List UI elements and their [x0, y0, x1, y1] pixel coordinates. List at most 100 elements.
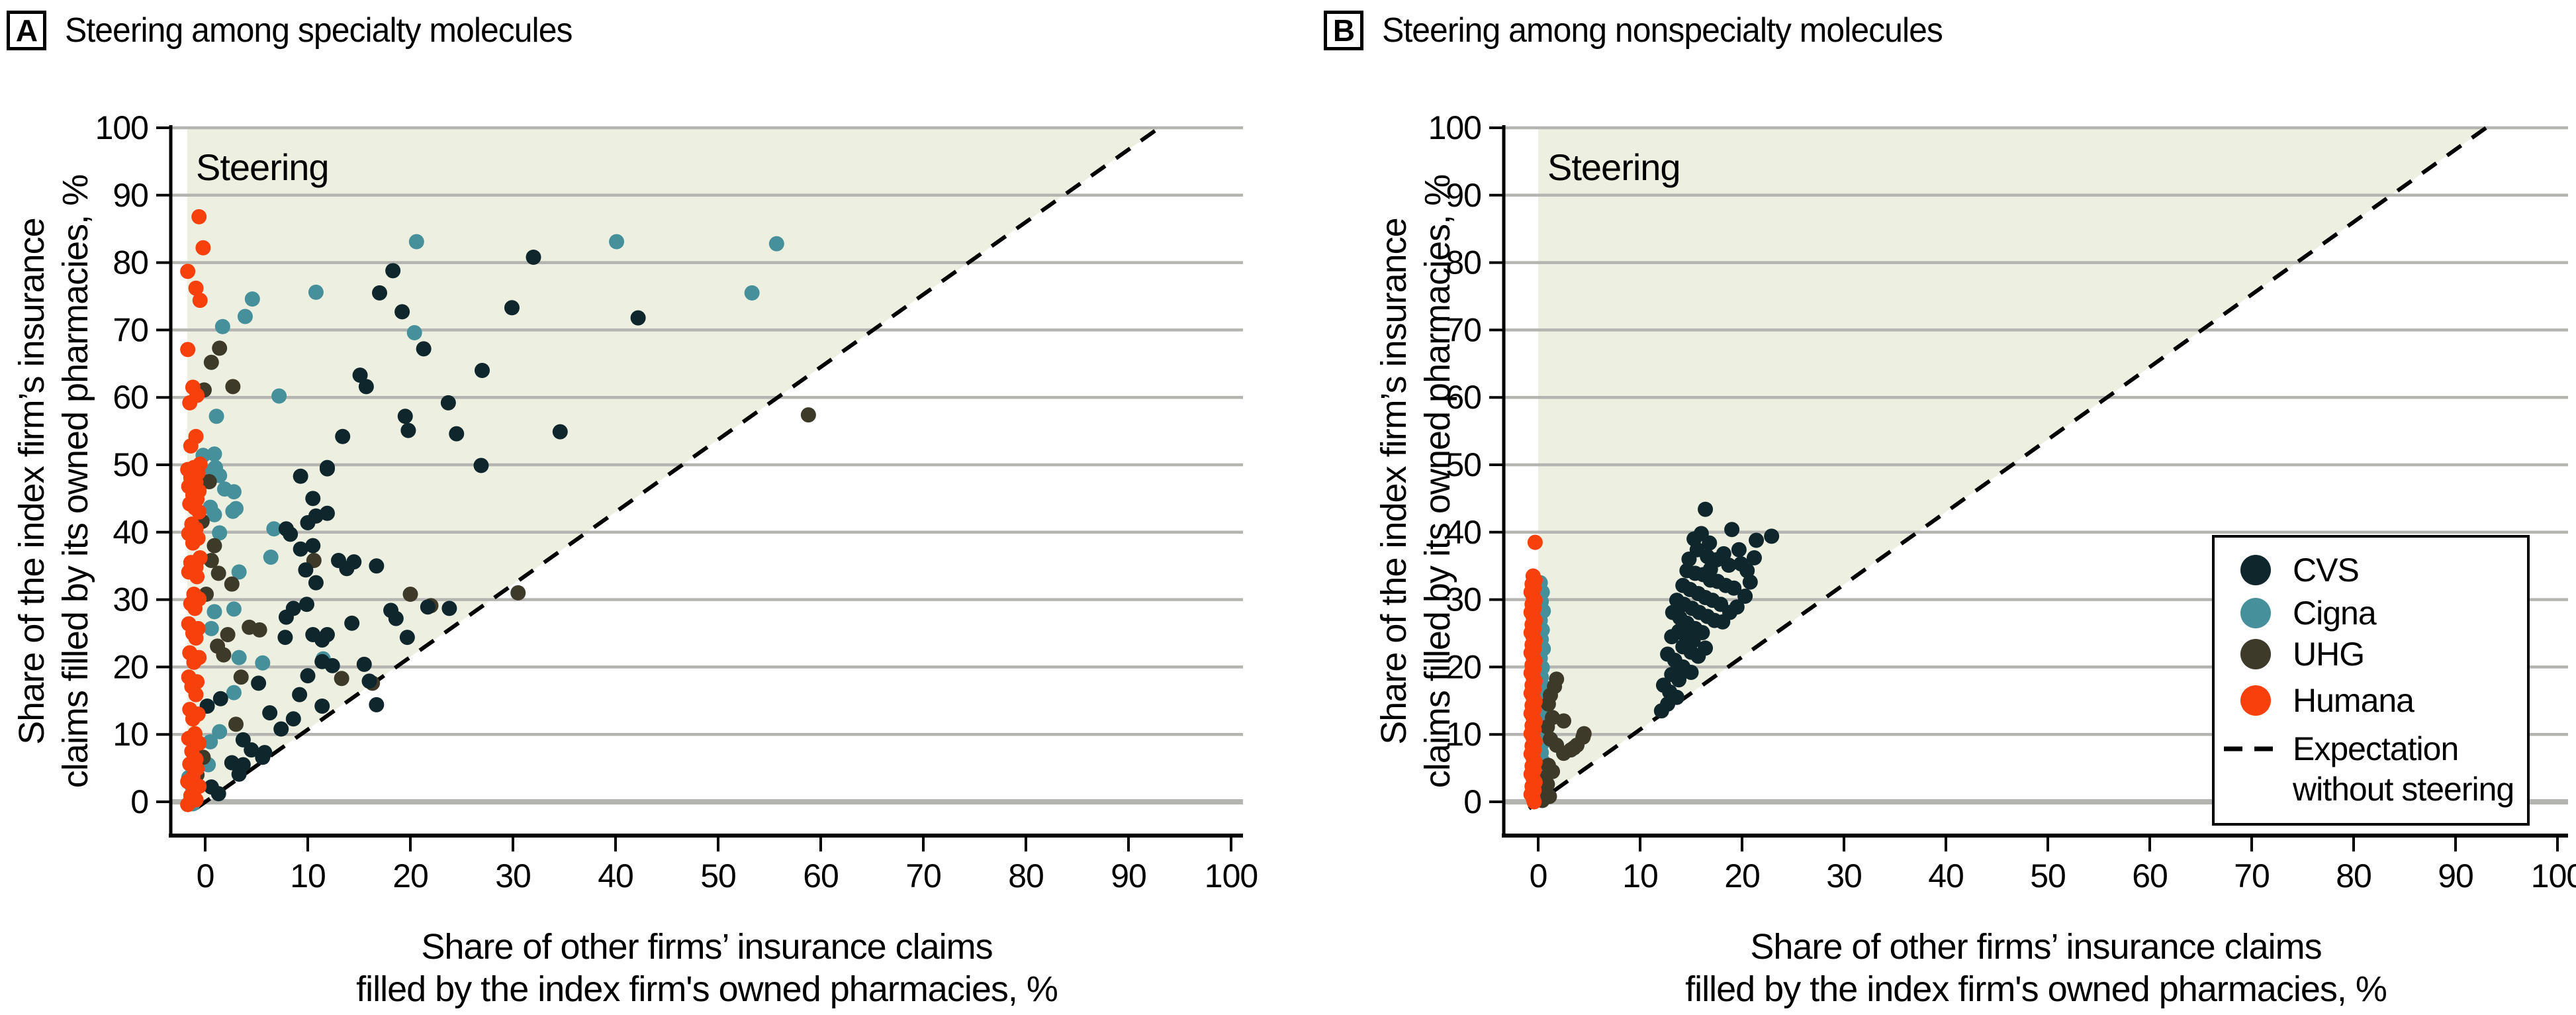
x-tick-label: 50: [700, 857, 736, 894]
data-point: [231, 564, 247, 580]
data-point: [1540, 719, 1555, 735]
panel-b-chart: 0 10 20 30 40 50 60 70 80 90 100 0 10 20 30 40 50 60 70 80 9…: [1374, 109, 2576, 1009]
x-tick-label: 100: [1205, 857, 1258, 894]
data-point: [1671, 672, 1687, 688]
x-tick-label: 0: [1530, 857, 1547, 894]
y-tick-label: 90: [1446, 177, 1481, 214]
steering-region-label: Steering: [196, 146, 329, 188]
data-point: [305, 491, 321, 507]
data-point: [233, 669, 249, 685]
data-point: [346, 554, 362, 570]
y-tick-label: 30: [1446, 581, 1481, 618]
data-point: [1653, 703, 1669, 719]
data-point: [262, 705, 278, 721]
data-point: [1737, 589, 1753, 604]
data-point: [609, 234, 625, 250]
data-point: [1698, 501, 1714, 517]
y-tick-label: 50: [1446, 446, 1481, 483]
panel-a-chart: 0 10 20 30 40 50 60 70 80 90 100 0 10 20 30 40 50 60 70 80 9…: [12, 109, 1258, 1009]
panel-a-badge: A: [7, 11, 46, 50]
series-humana: [180, 209, 211, 812]
series-cvs: [199, 249, 646, 802]
x-axis-title-line1: Share of other firms’ insurance claims: [421, 927, 992, 967]
legend-label-cigna: Cigna: [2293, 595, 2377, 632]
data-point: [201, 473, 217, 489]
x-tick-label: 80: [2336, 857, 2371, 894]
data-point: [1729, 599, 1745, 615]
data-point: [226, 601, 242, 617]
y-tick-label: 50: [113, 446, 148, 483]
data-point: [186, 654, 202, 670]
legend-label-uhg: UHG: [2293, 636, 2364, 673]
x-tick-label: 80: [1008, 857, 1044, 894]
data-point: [361, 673, 377, 689]
y-tick-label: 90: [113, 177, 148, 214]
data-point: [800, 407, 816, 423]
panel-b-header: B Steering among nonspecialty molecules: [1324, 11, 1966, 50]
legend: CVS Cigna UHG Humana Expectation without stee…: [2212, 535, 2530, 826]
data-point: [293, 468, 308, 484]
data-point: [182, 395, 198, 411]
data-point: [1702, 535, 1718, 551]
y-axis-title-line2: claims filled by its owned pharmacies, %: [1418, 175, 1457, 788]
legend-label-humana: Humana: [2293, 682, 2415, 719]
legend-dot-uhg: [2240, 639, 2271, 669]
x-tick-label: 20: [1724, 857, 1760, 894]
y-tick-label: 80: [113, 244, 148, 281]
series-cvs: [1653, 501, 1780, 719]
data-point: [369, 697, 385, 712]
data-point: [203, 734, 218, 749]
y-tick-label: 100: [1428, 109, 1481, 146]
y-tick-label: 10: [1446, 716, 1481, 753]
legend-box: [2212, 535, 2530, 826]
steering-region-label: Steering: [1547, 146, 1680, 188]
data-point: [226, 685, 242, 701]
data-point: [408, 234, 424, 250]
data-point: [263, 549, 279, 565]
data-point: [180, 797, 196, 812]
data-point: [314, 698, 330, 714]
y-tick-label: 40: [1446, 514, 1481, 551]
data-point: [1576, 726, 1592, 742]
data-point: [402, 586, 418, 602]
data-point: [358, 379, 374, 395]
y-tick-label: 10: [113, 716, 148, 753]
data-point: [266, 521, 282, 537]
data-point: [235, 732, 251, 748]
data-point: [188, 630, 204, 646]
data-point: [308, 284, 324, 300]
data-point: [212, 724, 228, 740]
data-point: [188, 687, 204, 702]
x-tick-label: 50: [2030, 857, 2066, 894]
y-axis-title-line1: Share of the index firm’s insurance: [12, 218, 52, 744]
data-point: [203, 620, 219, 636]
y-tick-label: 80: [1446, 244, 1481, 281]
data-point: [416, 341, 432, 357]
data-point: [1683, 665, 1699, 681]
data-point: [251, 675, 267, 691]
x-tick-label: 20: [392, 857, 428, 894]
data-point: [192, 293, 208, 309]
data-point: [1731, 542, 1747, 557]
data-point: [207, 538, 222, 554]
data-point: [283, 526, 299, 542]
x-tick-label: 0: [197, 857, 214, 894]
data-point: [406, 324, 422, 340]
data-point: [257, 745, 273, 761]
panel-a-title: Steering among specialty molecules: [65, 11, 573, 50]
y-tick-label: 70: [1446, 311, 1481, 348]
data-point: [299, 597, 314, 612]
data-point: [185, 711, 201, 727]
y-tick-label: 60: [113, 379, 148, 416]
x-axis-title-line2: filled by the index firm's owned pharmac…: [1685, 969, 2387, 1009]
data-point: [189, 569, 205, 585]
legend-dot-humana: [2240, 685, 2271, 716]
data-point: [180, 264, 196, 279]
panel-b-title: Steering among nonspecialty molecules: [1382, 11, 1943, 50]
data-point: [440, 395, 456, 411]
data-point: [385, 263, 401, 279]
data-point: [372, 285, 387, 301]
data-point: [237, 309, 253, 324]
x-tick-label: 100: [2531, 857, 2576, 894]
data-point: [220, 627, 236, 643]
